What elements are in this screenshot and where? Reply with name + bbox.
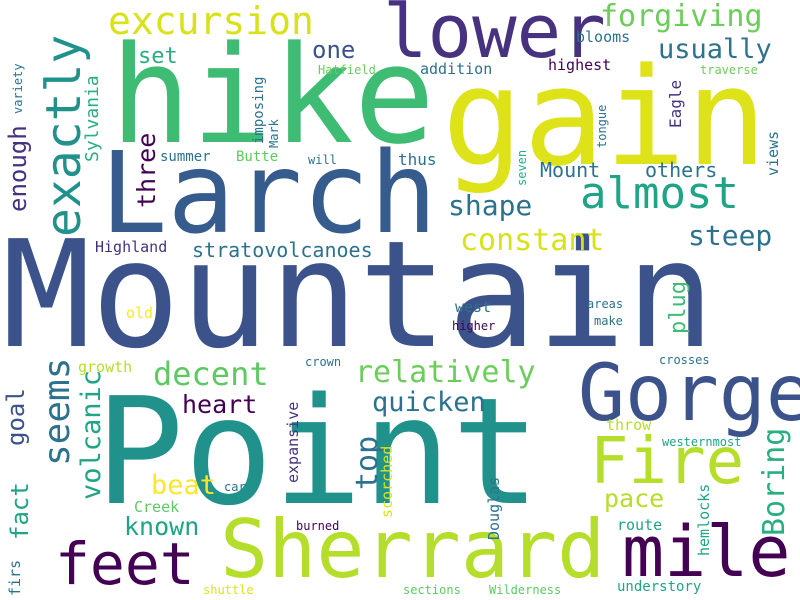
word-seems: seems: [37, 357, 78, 466]
word-feet: feet: [55, 530, 195, 598]
word-fire: Fire: [590, 425, 745, 499]
word-set: set: [138, 44, 178, 69]
word-hatfield: Hatfield: [318, 63, 376, 77]
word-known: known: [124, 512, 200, 541]
word-sylvania: Sylvania: [82, 75, 103, 162]
word-expansive: expansive: [284, 401, 302, 483]
word-traverse: traverse: [700, 63, 758, 77]
word-others: others: [645, 158, 718, 182]
word-gorge: Gorge: [578, 349, 800, 439]
word-westernmost: westernmost: [662, 435, 742, 449]
word-steep: steep: [688, 219, 773, 252]
word-route: route: [617, 516, 663, 534]
word-lower: lower: [383, 0, 606, 75]
word-old: old: [126, 304, 154, 322]
word-higher: higher: [452, 319, 496, 333]
word-areas: areas: [587, 297, 624, 311]
word-highland: Highland: [95, 238, 168, 256]
word-sherrard: Sherrard: [220, 503, 606, 596]
word-addition: addition: [420, 60, 493, 78]
word-forgiving: forgiving: [600, 0, 763, 34]
word-mile: mile: [622, 511, 791, 593]
word-beat: beat: [151, 470, 217, 501]
word-goal: goal: [2, 388, 30, 446]
word-wilderness: Wilderness: [489, 583, 562, 597]
word-decent: decent: [153, 355, 269, 393]
word-boring: Boring: [757, 427, 792, 536]
word-douglas: Douglas: [485, 476, 503, 540]
word-understory: understory: [617, 579, 702, 595]
word-point: Point: [95, 366, 541, 538]
word-will: will: [308, 153, 337, 167]
word-crown: crown: [305, 355, 342, 369]
word-usually: usually: [658, 34, 772, 65]
word-enough: enough: [4, 125, 32, 212]
word-imposing: imposing: [251, 76, 267, 144]
word-one: one: [312, 36, 356, 64]
word-tongue: tongue: [595, 104, 609, 148]
word-mountain: Mountain: [2, 209, 715, 381]
word-heart: heart: [182, 390, 258, 419]
word-mount: Mount: [540, 158, 601, 182]
word-sections: sections: [403, 583, 461, 597]
word-almost: almost: [580, 168, 739, 219]
word-eagle: Eagle: [666, 79, 685, 128]
word-throw: throw: [606, 416, 652, 434]
word-creek: Creek: [134, 498, 180, 516]
word-shuttle: shuttle: [203, 583, 254, 597]
word-stratovolcanoes: stratovolcanoes: [192, 238, 373, 262]
word-excursion: excursion: [108, 0, 314, 43]
word-relatively: relatively: [355, 355, 536, 390]
word-firs: firs: [6, 559, 24, 596]
word-hemlocks: hemlocks: [695, 483, 713, 556]
word-burned: burned: [296, 519, 340, 533]
word-seven: seven: [515, 149, 529, 186]
word-crosses: crosses: [659, 353, 710, 367]
word-summer: summer: [160, 149, 211, 165]
word-plug: plug: [666, 281, 691, 334]
word-butte: Butte: [236, 149, 279, 165]
word-west: west: [455, 298, 492, 316]
word-shape: shape: [448, 189, 533, 222]
word-gain: gain: [442, 39, 768, 196]
word-growth: growth: [78, 358, 133, 376]
word-make: make: [594, 314, 623, 328]
word-blooms: blooms: [576, 28, 631, 46]
word-thus: thus: [398, 150, 437, 169]
word-quicken: quicken: [372, 387, 486, 418]
word-car: car: [224, 480, 246, 494]
word-hike: hike: [110, 17, 436, 174]
word-fact: fact: [6, 482, 34, 540]
word-pace: pace: [604, 484, 665, 513]
word-exactly: exactly: [36, 34, 92, 237]
word-volcanic: volcanic: [76, 369, 107, 500]
word-highest: highest: [548, 56, 612, 74]
word-variety: variety: [11, 63, 25, 114]
word-mark: Mark: [267, 119, 281, 148]
word-scorched: scorched: [378, 445, 396, 518]
word-larch: Larch: [100, 129, 438, 259]
word-views: views: [764, 130, 782, 176]
word-three: three: [132, 132, 161, 208]
word-constant: constant: [460, 223, 605, 258]
